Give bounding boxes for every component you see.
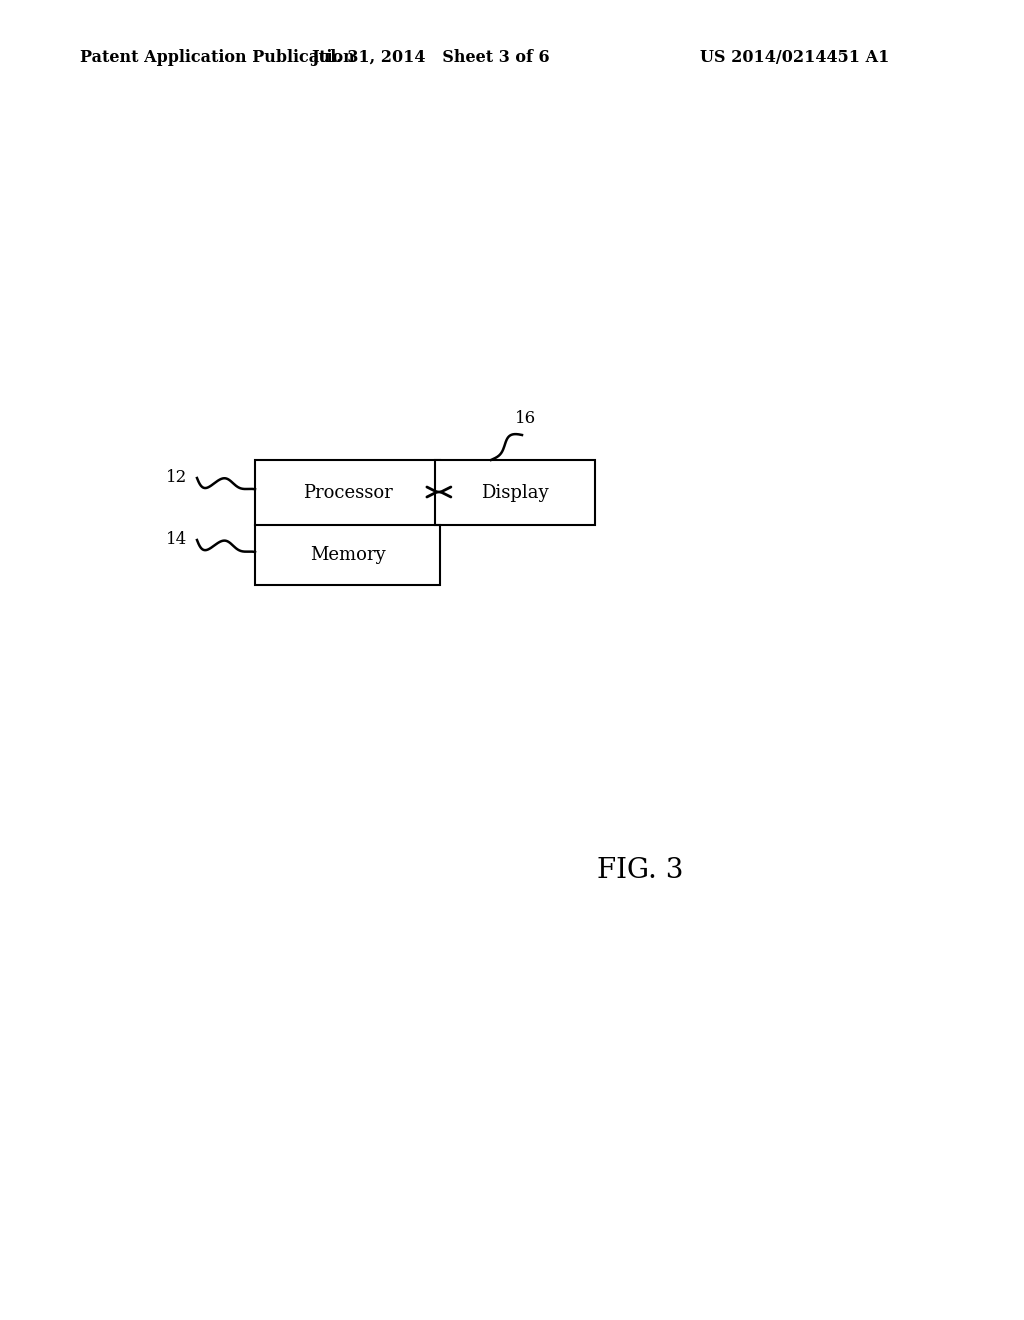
Text: Memory: Memory [309, 546, 385, 564]
Bar [255, 459, 440, 585]
Bar [435, 459, 595, 525]
Text: Processor: Processor [303, 483, 392, 502]
Text: US 2014/0214451 A1: US 2014/0214451 A1 [700, 49, 890, 66]
Text: 14: 14 [166, 532, 187, 549]
Text: 16: 16 [515, 411, 537, 426]
Text: Jul. 31, 2014   Sheet 3 of 6: Jul. 31, 2014 Sheet 3 of 6 [310, 49, 549, 66]
Text: FIG. 3: FIG. 3 [597, 857, 683, 883]
Text: Patent Application Publication: Patent Application Publication [80, 49, 354, 66]
Text: 12: 12 [166, 470, 187, 487]
Text: Display: Display [481, 483, 549, 502]
